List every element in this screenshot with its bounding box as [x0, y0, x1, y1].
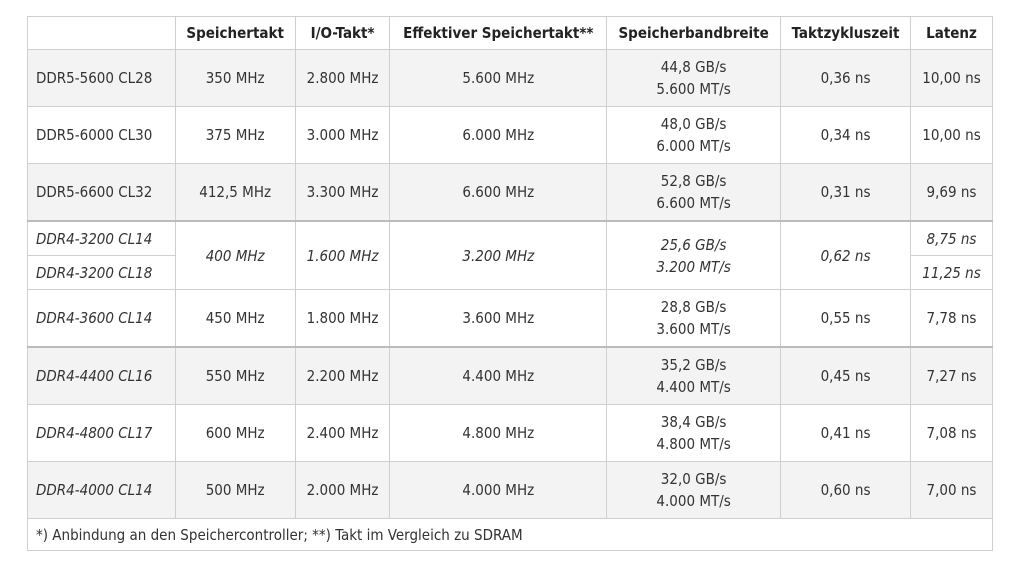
cell: 7,08 ns	[910, 404, 993, 462]
cell: 550 MHz	[174, 346, 296, 405]
cell: 1.800 MHz	[294, 289, 391, 348]
table-row: DDR4-4000 CL14 500 MHz 2.000 MHz 4.000 MHz 3…	[27, 461, 993, 519]
cell: 7,00 ns	[910, 461, 993, 519]
cell-line: 35,2 GB/s	[660, 356, 727, 374]
cell-line: 4.000 MT/s	[656, 492, 731, 510]
cell: 3.300 MHz	[294, 163, 391, 222]
header-cell: Speicherbandbreite	[606, 16, 782, 50]
model-cell: DDR4-4800 CL17	[27, 404, 176, 462]
table-row: DDR5-6600 CL32 412,5 MHz 3.300 MHz 6.600 MH…	[27, 163, 993, 222]
cell: 0,60 ns	[780, 461, 912, 519]
header-cell: Taktzykluszeit	[780, 16, 912, 50]
cell: 4.000 MHz	[389, 461, 608, 519]
cell: 7,78 ns	[910, 289, 993, 348]
table-row: DDR4-3600 CL14 450 MHz 1.800 MHz 3.600 MHz 2…	[27, 289, 993, 348]
cell: 3.200 MHz	[389, 220, 608, 290]
cell: 0,36 ns	[780, 49, 912, 107]
cell: 500 MHz	[174, 461, 296, 519]
cell-line: 4.800 MT/s	[656, 435, 731, 453]
bandwidth-cell: 32,0 GB/s 4.000 MT/s	[606, 461, 782, 519]
cell: 6.600 MHz	[389, 163, 608, 222]
cell: 4.400 MHz	[389, 346, 608, 405]
bandwidth-cell: 38,4 GB/s 4.800 MT/s	[606, 404, 782, 462]
cell-line: 25,6 GB/s	[660, 235, 727, 254]
model-cell: DDR5-5600 CL28	[27, 49, 176, 107]
header-cell: Effektiver Speichertakt**	[389, 16, 608, 50]
bandwidth-cell: 28,8 GB/s 3.600 MT/s	[606, 289, 782, 348]
cell-line: 28,8 GB/s	[660, 298, 727, 316]
cell: 0,45 ns	[780, 346, 912, 405]
cell: 0,55 ns	[780, 289, 912, 348]
cell: 10,00 ns	[910, 106, 993, 164]
model-cell: DDR4-3200 CL14	[27, 220, 176, 256]
table-row: DDR5-5600 CL28 350 MHz 2.800 MHz 5.600 MHz 4…	[27, 49, 993, 107]
bandwidth-cell: 44,8 GB/s 5.600 MT/s	[606, 49, 782, 107]
footnote: *) Anbindung an den Speichercontroller; …	[27, 518, 993, 551]
table-row: DDR4-3200 CL14 400 MHz 1.600 MHz 3.200 MHz 2…	[27, 220, 993, 290]
model-cell: DDR4-4400 CL16	[27, 346, 176, 405]
cell: 375 MHz	[174, 106, 296, 164]
cell: 2.800 MHz	[294, 49, 391, 107]
cell-line: 48,0 GB/s	[660, 115, 727, 133]
bandwidth-cell: 52,8 GB/s 6.600 MT/s	[606, 163, 782, 222]
cell-line: 5.600 MT/s	[656, 80, 731, 98]
header-cell: Latenz	[910, 16, 993, 50]
cell: 4.800 MHz	[389, 404, 608, 462]
cell: 1.600 MHz	[294, 220, 391, 290]
cell: 11,25 ns	[910, 255, 993, 290]
cell: 412,5 MHz	[174, 163, 296, 222]
header-cell: Speichertakt	[174, 16, 296, 50]
cell: 2.000 MHz	[294, 461, 391, 519]
bandwidth-cell: 48,0 GB/s 6.000 MT/s	[606, 106, 782, 164]
cell-line: 6.600 MT/s	[656, 194, 731, 212]
cell: 0,41 ns	[780, 404, 912, 462]
table-row: DDR5-6000 CL30 375 MHz 3.000 MHz 6.000 MHz 4…	[27, 106, 993, 164]
ram-table: Speichertakt I/O-Takt* Effektiver Speicher…	[27, 16, 993, 551]
model-cell: DDR4-3200 CL18	[27, 255, 176, 290]
header-cell: I/O-Takt*	[294, 16, 391, 50]
cell: 6.000 MHz	[389, 106, 608, 164]
table-row: DDR4-4400 CL16 550 MHz 2.200 MHz 4.400 MHz 3…	[27, 346, 993, 405]
table-row: DDR4-3200 CL18 11,25 ns	[27, 255, 993, 290]
footnote-row: *) Anbindung an den Speichercontroller; …	[27, 518, 993, 551]
cell: 350 MHz	[174, 49, 296, 107]
cell: 8,75 ns	[910, 220, 993, 256]
cell: 5.600 MHz	[389, 49, 608, 107]
cell: 2.200 MHz	[294, 346, 391, 405]
cell: 450 MHz	[174, 289, 296, 348]
model-cell: DDR5-6600 CL32	[27, 163, 176, 222]
cell: 0,62 ns	[780, 220, 912, 290]
cell-line: 38,4 GB/s	[660, 413, 727, 431]
model-cell: DDR4-3600 CL14	[27, 289, 176, 348]
cell-line: 4.400 MT/s	[656, 378, 731, 396]
model-cell: DDR5-6000 CL30	[27, 106, 176, 164]
table-row: DDR4-4800 CL17 600 MHz 2.400 MHz 4.800 MHz 3…	[27, 404, 993, 462]
cell: 2.400 MHz	[294, 404, 391, 462]
cell: 7,27 ns	[910, 346, 993, 405]
header-cell	[27, 16, 176, 50]
cell-line: 3.200 MT/s	[656, 257, 731, 276]
bandwidth-cell: 35,2 GB/s 4.400 MT/s	[606, 346, 782, 405]
cell: 3.600 MHz	[389, 289, 608, 348]
cell: 600 MHz	[174, 404, 296, 462]
header-row: Speichertakt I/O-Takt* Effektiver Speicher…	[27, 16, 993, 50]
cell-line: 52,8 GB/s	[660, 172, 727, 190]
cell-line: 44,8 GB/s	[660, 58, 727, 76]
cell: 9,69 ns	[910, 163, 993, 222]
cell-line: 32,0 GB/s	[660, 470, 727, 488]
cell-line: 3.600 MT/s	[656, 320, 731, 338]
cell: 0,34 ns	[780, 106, 912, 164]
cell: 10,00 ns	[910, 49, 993, 107]
bandwidth-cell: 25,6 GB/s 3.200 MT/s	[606, 220, 782, 290]
cell: 0,31 ns	[780, 163, 912, 222]
cell-line: 6.000 MT/s	[656, 137, 731, 155]
cell: 3.000 MHz	[294, 106, 391, 164]
cell: 400 MHz	[174, 220, 296, 290]
model-cell: DDR4-4000 CL14	[27, 461, 176, 519]
